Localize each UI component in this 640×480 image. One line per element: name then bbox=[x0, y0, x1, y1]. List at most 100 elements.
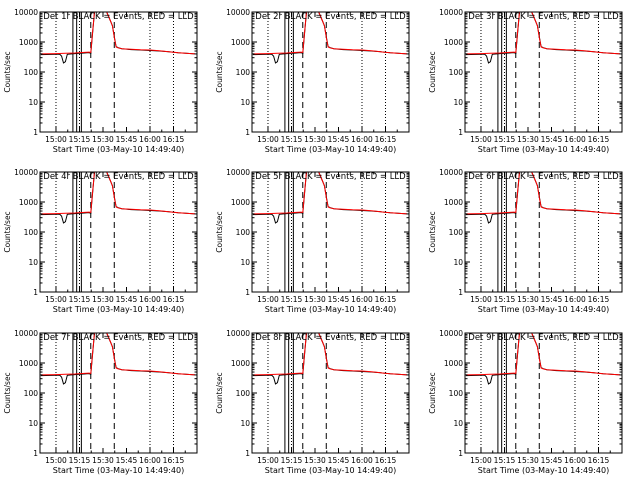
x-tick-label: 16:00 bbox=[564, 295, 586, 304]
x-axis-label: Start Time (03-May-10 14:49:40) bbox=[478, 145, 609, 154]
x-tick-label: 15:15 bbox=[494, 456, 516, 465]
x-tick-label: 16:00 bbox=[564, 456, 586, 465]
x-tick-label: 16:15 bbox=[375, 456, 397, 465]
y-tick-label: 1 bbox=[33, 128, 38, 137]
x-tick-label: 15:00 bbox=[257, 295, 279, 304]
x-tick-label: 15:45 bbox=[541, 456, 563, 465]
x-tick-label: 15:15 bbox=[69, 135, 91, 144]
y-tick-label: 1 bbox=[245, 449, 250, 458]
y-tick-label: 100 bbox=[236, 68, 251, 77]
y-tick-label: 100 bbox=[24, 68, 39, 77]
x-tick-label: 15:00 bbox=[45, 135, 67, 144]
x-tick-label: 15:00 bbox=[257, 456, 279, 465]
x-tick-label: 15:45 bbox=[541, 295, 563, 304]
x-axis-label: Start Time (03-May-10 14:49:40) bbox=[478, 466, 609, 475]
x-tick-label: 15:30 bbox=[517, 456, 539, 465]
y-axis-label: Counts/sec bbox=[428, 51, 437, 92]
panel-title: Det 4r BLACK = Events, RED = LLD bbox=[43, 172, 194, 182]
x-tick-label: 15:00 bbox=[470, 135, 492, 144]
x-tick-label: 15:30 bbox=[517, 135, 539, 144]
y-tick-label: 100 bbox=[24, 228, 39, 237]
y-tick-label: 10 bbox=[240, 258, 250, 267]
y-tick-label: 1000 bbox=[231, 359, 250, 368]
y-tick-label: 1 bbox=[245, 288, 250, 297]
y-tick-label: 10 bbox=[28, 419, 38, 428]
y-tick-label: 10000 bbox=[439, 329, 463, 338]
detector-panel: 1 10 100 1000 10000 15:00 15:15 15:30 15:45 16:00… bbox=[428, 329, 623, 475]
y-tick-label: 10000 bbox=[439, 8, 463, 17]
y-tick-label: 1000 bbox=[444, 198, 463, 207]
x-tick-label: 15:30 bbox=[304, 295, 326, 304]
detector-panel: 1 10 100 1000 10000 15:00 15:15 15:30 15:45 16:00… bbox=[215, 8, 410, 154]
y-tick-label: 10000 bbox=[14, 168, 38, 177]
y-tick-label: 10000 bbox=[226, 8, 250, 17]
y-axis-label: Counts/sec bbox=[215, 372, 224, 413]
panel-title: Det 6r BLACK = Events, RED = LLD bbox=[468, 172, 619, 182]
panel-title: Det 9r BLACK = Events, RED = LLD bbox=[468, 333, 619, 343]
y-tick-label: 100 bbox=[449, 389, 464, 398]
y-tick-label: 1000 bbox=[19, 198, 38, 207]
detector-panel: 1 10 100 1000 10000 15:00 15:15 15:30 15:45 16:00… bbox=[215, 168, 410, 314]
detector-panel: 1 10 100 1000 10000 15:00 15:15 15:30 15:45 16:00… bbox=[428, 168, 623, 314]
y-tick-label: 1 bbox=[33, 449, 38, 458]
x-tick-label: 15:30 bbox=[304, 456, 326, 465]
y-axis-label: Counts/sec bbox=[3, 211, 12, 252]
y-axis-label: Counts/sec bbox=[3, 372, 12, 413]
y-tick-label: 1000 bbox=[444, 38, 463, 47]
y-tick-label: 10 bbox=[453, 258, 463, 267]
x-axis-label: Start Time (03-May-10 14:49:40) bbox=[265, 466, 396, 475]
x-tick-label: 16:00 bbox=[139, 456, 161, 465]
x-axis-label: Start Time (03-May-10 14:49:40) bbox=[53, 305, 184, 314]
lld-series-line bbox=[252, 333, 408, 376]
panel-title: Det 8r BLACK = Events, RED = LLD bbox=[255, 333, 406, 343]
lld-series-line bbox=[465, 172, 621, 215]
y-tick-label: 10000 bbox=[14, 329, 38, 338]
x-tick-label: 16:15 bbox=[163, 135, 185, 144]
x-tick-label: 15:15 bbox=[281, 135, 303, 144]
lld-series-line bbox=[465, 12, 621, 55]
y-tick-label: 100 bbox=[449, 228, 464, 237]
y-tick-label: 1 bbox=[33, 288, 38, 297]
y-tick-label: 100 bbox=[24, 389, 39, 398]
panel-title: Det 7r BLACK = Events, RED = LLD bbox=[43, 333, 194, 343]
y-tick-label: 10000 bbox=[439, 168, 463, 177]
x-tick-label: 16:15 bbox=[588, 135, 610, 144]
x-tick-label: 15:30 bbox=[92, 295, 114, 304]
y-tick-label: 1000 bbox=[444, 359, 463, 368]
y-tick-label: 10 bbox=[240, 98, 250, 107]
x-tick-label: 15:45 bbox=[328, 135, 350, 144]
x-tick-label: 15:15 bbox=[281, 295, 303, 304]
x-tick-label: 15:00 bbox=[45, 456, 67, 465]
y-tick-label: 100 bbox=[449, 68, 464, 77]
x-axis-label: Start Time (03-May-10 14:49:40) bbox=[478, 305, 609, 314]
detector-panel: 1 10 100 1000 10000 15:00 15:15 15:30 15:45 16:00… bbox=[3, 329, 198, 475]
x-tick-label: 15:45 bbox=[116, 295, 138, 304]
x-tick-label: 15:00 bbox=[45, 295, 67, 304]
y-tick-label: 1000 bbox=[19, 359, 38, 368]
x-tick-label: 15:45 bbox=[328, 295, 350, 304]
x-tick-label: 15:15 bbox=[494, 295, 516, 304]
y-tick-label: 1000 bbox=[231, 38, 250, 47]
y-tick-label: 100 bbox=[236, 389, 251, 398]
y-axis-label: Counts/sec bbox=[3, 51, 12, 92]
x-axis-label: Start Time (03-May-10 14:49:40) bbox=[53, 466, 184, 475]
y-tick-label: 100 bbox=[236, 228, 251, 237]
lld-series-line bbox=[40, 12, 196, 55]
x-tick-label: 15:45 bbox=[541, 135, 563, 144]
x-tick-label: 15:30 bbox=[517, 295, 539, 304]
x-tick-label: 15:15 bbox=[494, 135, 516, 144]
x-tick-label: 15:00 bbox=[470, 295, 492, 304]
x-axis-label: Start Time (03-May-10 14:49:40) bbox=[53, 145, 184, 154]
y-tick-label: 10 bbox=[28, 98, 38, 107]
y-axis-label: Counts/sec bbox=[428, 372, 437, 413]
x-tick-label: 16:15 bbox=[375, 135, 397, 144]
y-tick-label: 1 bbox=[245, 128, 250, 137]
x-tick-label: 15:45 bbox=[116, 456, 138, 465]
panel-title: Det 2r BLACK = Events, RED = LLD bbox=[255, 12, 406, 22]
y-tick-label: 10000 bbox=[226, 329, 250, 338]
x-tick-label: 16:00 bbox=[564, 135, 586, 144]
x-tick-label: 15:30 bbox=[92, 135, 114, 144]
x-tick-label: 16:00 bbox=[351, 295, 373, 304]
